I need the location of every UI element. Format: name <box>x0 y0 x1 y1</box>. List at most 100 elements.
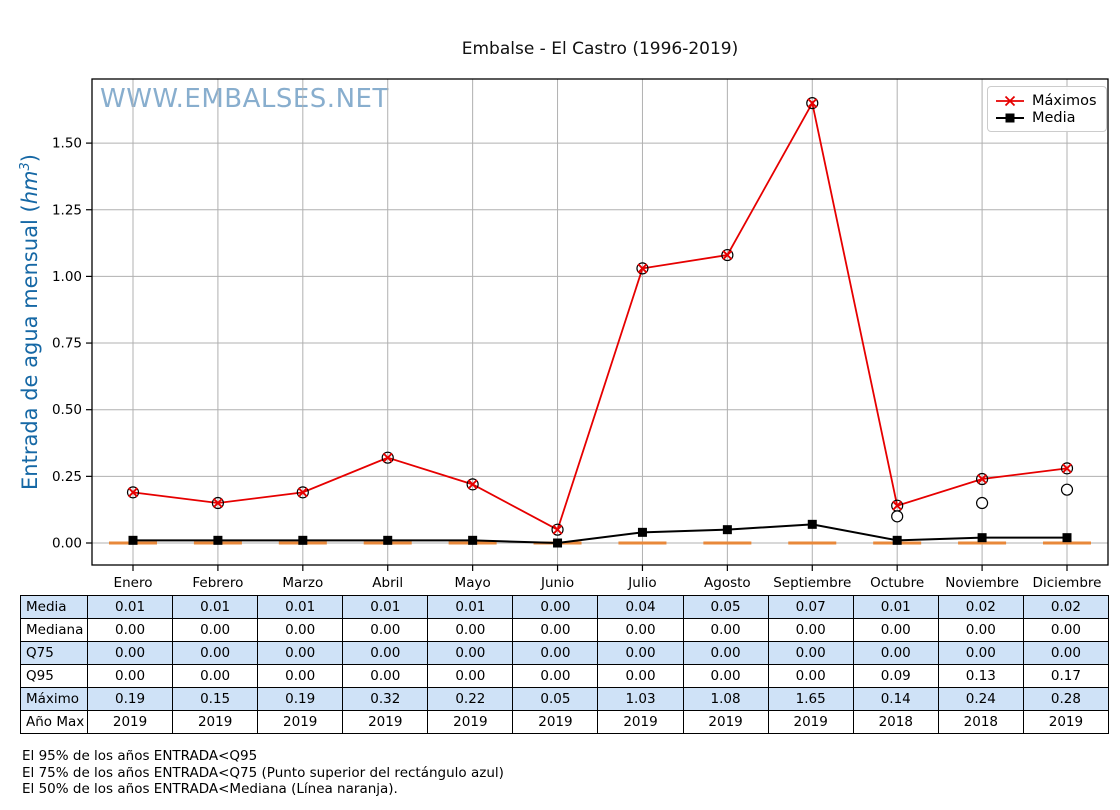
table-cell: 0.00 <box>512 595 599 619</box>
table-cell: 0.28 <box>1022 687 1110 711</box>
x-tick-label: Marzo <box>282 575 323 591</box>
table-cell: 0.00 <box>342 618 429 642</box>
media-marker <box>553 538 563 548</box>
outlier-ring <box>211 496 225 510</box>
maximos-marker <box>637 263 648 274</box>
outlier-ring <box>126 486 140 499</box>
table-cell: 0.00 <box>342 641 429 665</box>
table-row-media: Media 0.01 0.01 0.01 0.01 0.01 0.00 0.04 0.05 0.0… <box>20 595 1110 619</box>
table-cell: 2019 <box>767 710 854 734</box>
maximos-marker <box>807 98 818 109</box>
legend-item-media: Media <box>995 109 1098 126</box>
table-cell: 0.01 <box>427 595 514 619</box>
media-marker <box>637 527 647 537</box>
maximos-marker <box>467 479 478 490</box>
table-row-máximo: Máximo 0.19 0.15 0.19 0.32 0.22 0.05 1.03 1.08 1.… <box>20 687 1110 711</box>
media-line <box>133 523 1067 545</box>
maximos-marker <box>1062 463 1072 474</box>
chart-title: Embalse - El Castro (1996-2019) <box>461 39 739 59</box>
table-cell: 1.08 <box>682 687 769 711</box>
table-cell: 0.04 <box>597 595 684 619</box>
table-cell: 0.01 <box>172 595 259 619</box>
table-cell: 2019 <box>427 710 514 734</box>
table-cell: 0.00 <box>257 618 344 642</box>
maximos-marker <box>128 487 138 498</box>
footnotes: El 95% de los años ENTRADA<Q95 El 75% de… <box>22 748 504 798</box>
x-tick-label: Noviembre <box>945 575 1019 591</box>
table-cell: 2018 <box>937 710 1024 734</box>
table-cell: 0.22 <box>427 687 514 711</box>
media-marker <box>213 535 223 545</box>
table-cell: 0.32 <box>342 687 429 711</box>
table-cell: 2019 <box>172 710 259 734</box>
x-tick-label: Septiembre <box>773 575 851 591</box>
watermark: WWW.EMBALSES.NET <box>100 84 389 114</box>
table-row-label: Máximo <box>20 687 88 711</box>
table-cell: 1.65 <box>767 687 854 711</box>
table-cell: 2019 <box>682 710 769 734</box>
media-marker <box>383 535 393 545</box>
table-cell: 2019 <box>1022 710 1110 734</box>
x-tick-label: Julio <box>627 575 656 591</box>
maximos-marker <box>892 500 903 511</box>
table-cell: 2019 <box>86 710 174 734</box>
table-cell: 0.14 <box>852 687 939 711</box>
table-cell: 0.00 <box>86 641 174 665</box>
table-cell: 0.19 <box>86 687 174 711</box>
x-tick-label: Diciembre <box>1033 575 1102 591</box>
table-cell: 0.00 <box>86 664 174 688</box>
x-tick-label: Junio <box>540 575 574 591</box>
table-cell: 0.24 <box>937 687 1024 711</box>
maximos-marker <box>382 452 393 463</box>
media-marker <box>1062 533 1072 543</box>
y-tick-label: 1.25 <box>52 202 82 218</box>
maximos-marker <box>212 498 223 508</box>
table-cell: 0.00 <box>682 618 769 642</box>
table-cell: 0.00 <box>937 618 1024 642</box>
outlier-point <box>891 510 904 523</box>
outlier-ring <box>466 478 479 491</box>
table-cell: 0.00 <box>1022 618 1110 642</box>
table-cell: 0.00 <box>597 641 684 665</box>
y-tick-label: 0.25 <box>52 469 82 485</box>
table-cell: 0.00 <box>852 641 939 665</box>
media-marker <box>807 519 817 529</box>
footnote-q75: El 75% de los años ENTRADA<Q75 (Punto su… <box>22 764 504 781</box>
media-marker <box>468 535 478 545</box>
table-cell: 0.02 <box>1022 595 1110 619</box>
table-cell: 0.01 <box>342 595 429 619</box>
outlier-ring <box>721 248 734 262</box>
table-cell: 0.15 <box>172 687 259 711</box>
outlier-ring <box>551 523 564 536</box>
media-marker <box>298 535 308 545</box>
x-tick-label: Abril <box>372 575 403 591</box>
table-cell: 2019 <box>597 710 684 734</box>
maximos-line <box>132 100 1068 531</box>
table-cell: 2019 <box>512 710 599 734</box>
table-cell: 1.03 <box>597 687 684 711</box>
legend-label-media: Media <box>1032 109 1076 126</box>
x-tick-label: Agosto <box>704 575 751 591</box>
x-tick-label: Febrero <box>192 575 243 591</box>
table-row-mediana: Mediana 0.00 0.00 0.00 0.00 0.00 0.00 0.00 0.00 0… <box>20 618 1110 642</box>
table-cell: 0.00 <box>512 618 599 642</box>
table-row-año-max: Año Max 2019 2019 2019 2019 2019 2019 2019 2019 2… <box>20 710 1110 734</box>
table-cell: 0.00 <box>257 664 344 688</box>
outlier-ring <box>636 262 649 275</box>
table-cell: 0.13 <box>937 664 1024 688</box>
table-cell: 0.00 <box>86 618 174 642</box>
table-row-q75: Q75 0.00 0.00 0.00 0.00 0.00 0.00 0.00 0.00 0.00 0… <box>20 641 1110 665</box>
outlier-point <box>975 496 989 510</box>
table-row-label: Q75 <box>20 641 88 665</box>
table-cell: 2018 <box>852 710 939 734</box>
table-cell: 0.00 <box>1022 641 1110 665</box>
media-marker <box>892 535 902 545</box>
maximos-marker <box>552 524 563 535</box>
table-cell: 0.01 <box>86 595 174 619</box>
table-cell: 0.00 <box>257 641 344 665</box>
table-cell: 0.00 <box>512 641 599 665</box>
table-cell: 0.00 <box>767 664 854 688</box>
table-cell: 0.00 <box>427 641 514 665</box>
legend-label-maximos: Máximos <box>1032 92 1097 109</box>
